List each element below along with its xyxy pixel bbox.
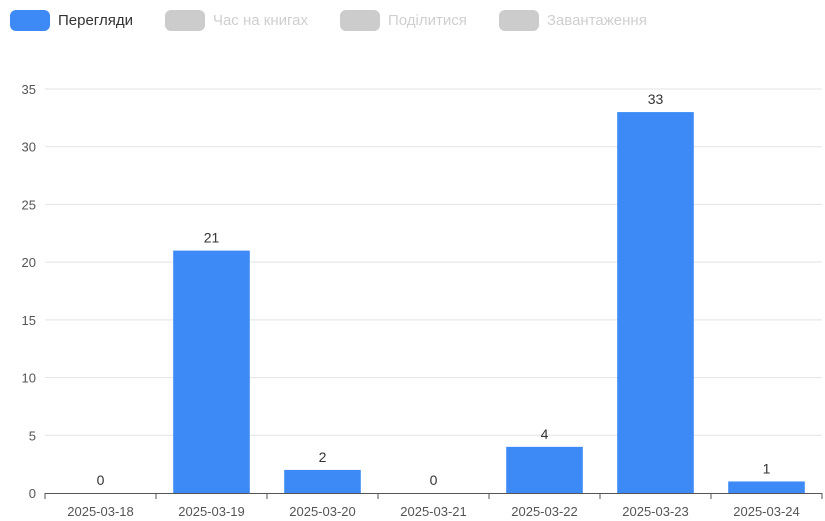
x-tick-label: 2025-03-24 <box>733 504 800 519</box>
x-tick-label: 2025-03-18 <box>67 504 134 519</box>
bar[interactable] <box>173 250 250 493</box>
x-tick-label: 2025-03-21 <box>400 504 467 519</box>
legend-swatch-views <box>10 9 50 31</box>
legend-label-views: Перегляди <box>58 11 133 29</box>
x-tick-label: 2025-03-20 <box>289 504 356 519</box>
data-label: 4 <box>541 426 549 442</box>
data-label: 0 <box>430 472 438 488</box>
legend-item-shares[interactable]: Поділитися <box>339 9 467 31</box>
data-label: 0 <box>97 472 105 488</box>
legend-swatch-downloads <box>498 9 539 31</box>
y-tick-label: 15 <box>22 313 36 328</box>
axes <box>44 493 823 499</box>
data-label: 2 <box>319 449 327 465</box>
legend-label-downloads: Завантаження <box>546 11 647 29</box>
bars <box>173 112 805 493</box>
y-tick-label: 5 <box>29 428 36 443</box>
x-tick-label: 2025-03-22 <box>511 504 578 519</box>
data-label: 33 <box>648 91 664 107</box>
bar[interactable] <box>506 446 583 493</box>
bar[interactable] <box>728 481 805 493</box>
legend-item-views[interactable]: Перегляди <box>10 9 133 31</box>
bar[interactable] <box>617 112 694 493</box>
y-tick-label: 25 <box>22 197 36 212</box>
labels: 0510152025303502025-03-18212025-03-19220… <box>22 82 800 519</box>
legend-label-shares: Поділитися <box>387 11 467 29</box>
y-tick-label: 30 <box>22 140 36 155</box>
y-tick-label: 0 <box>29 486 36 501</box>
gridlines <box>45 88 822 436</box>
legend-item-time-on-books[interactable]: Час на книгах <box>164 9 308 31</box>
data-label: 1 <box>763 460 771 476</box>
legend-item-downloads[interactable]: Завантаження <box>498 9 647 31</box>
y-tick-label: 35 <box>22 82 36 97</box>
legend-swatch-shares <box>339 9 380 31</box>
legend-label-time-on-books: Час на книгах <box>212 11 308 29</box>
y-tick-label: 20 <box>22 255 36 270</box>
bar[interactable] <box>284 469 361 493</box>
x-tick-label: 2025-03-19 <box>178 504 245 519</box>
legend-swatch-time-on-books <box>164 9 205 31</box>
x-tick-label: 2025-03-23 <box>622 504 689 519</box>
data-label: 21 <box>204 230 220 246</box>
chart-legend: Перегляди Час на книгах Поділитися Заван… <box>10 8 679 32</box>
y-tick-label: 10 <box>22 371 36 386</box>
